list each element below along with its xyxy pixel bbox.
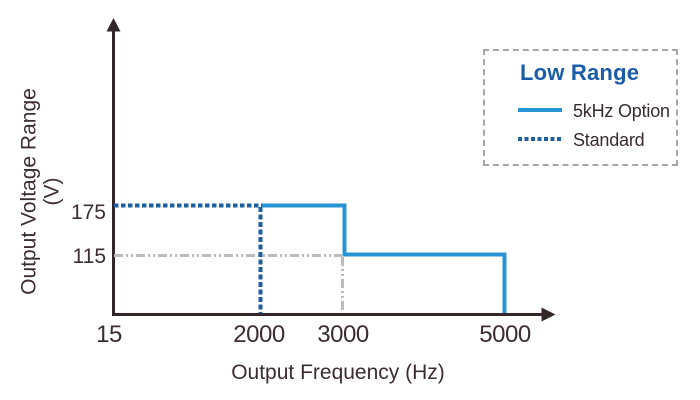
legend-item-5khz-option: 5kHz Option <box>573 101 670 121</box>
x-tick-5000: 5000 <box>479 321 531 348</box>
legend-title: Low Range <box>520 60 640 85</box>
x-axis-title: Output Frequency (Hz) <box>231 361 445 384</box>
x-tick-15: 15 <box>96 321 122 348</box>
y-tick-115: 115 <box>72 245 106 268</box>
y-axis-title: Output Voltage Range (V) <box>17 88 64 295</box>
y-axis-arrowhead-icon <box>106 18 121 32</box>
x-axis-arrowhead-icon <box>541 307 556 322</box>
x-tick-2000: 2000 <box>233 321 285 348</box>
fivekhz-series-line <box>262 203 507 313</box>
legend-item-standard: Standard <box>573 130 645 150</box>
x-tick-3000: 3000 <box>317 321 369 348</box>
legend-box <box>483 49 678 166</box>
y-tick-175: 175 <box>70 201 106 224</box>
